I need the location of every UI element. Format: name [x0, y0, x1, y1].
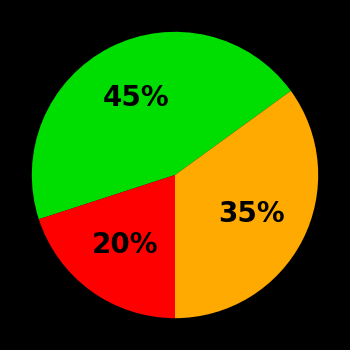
Text: 45%: 45% [103, 84, 169, 112]
Text: 20%: 20% [91, 231, 158, 259]
Wedge shape [32, 32, 291, 219]
Wedge shape [175, 91, 318, 318]
Wedge shape [39, 175, 175, 318]
Text: 35%: 35% [218, 200, 285, 228]
